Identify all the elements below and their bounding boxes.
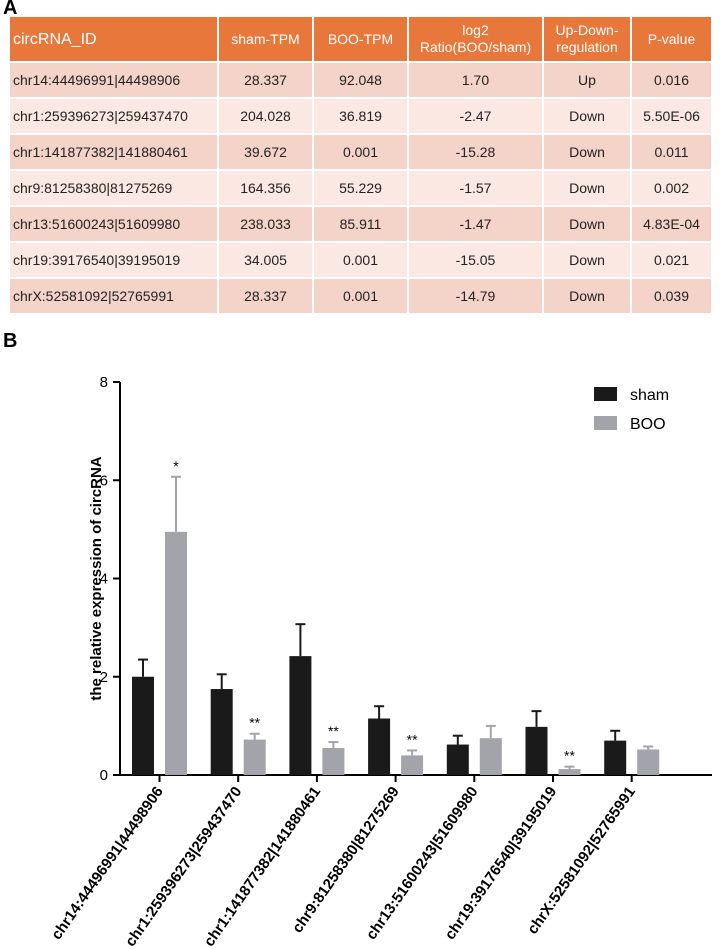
y-tick-label: 8 [100,374,108,391]
y-tick-label: 6 [100,472,108,489]
table-cell: chr1:141877382|141880461 [10,135,219,171]
table-cell: 85.911 [314,207,409,243]
panel-label-b: B [3,330,18,352]
table-row: chr19:39176540|39195019 34.005 0.001 -15.05… [10,243,713,279]
table-cell: Down [544,279,632,315]
table-cell: 34.005 [219,243,314,279]
table-cell: 0.002 [632,171,713,207]
table-row: chrX:52581092|52765991 28.337 0.001 -14.79 D… [10,279,713,315]
table-row: chr14:44496991|44498906 28.337 92.048 1.70 U… [10,63,713,99]
table-row: chr9:81258380|81275269 164.356 55.229 -1.57… [10,171,713,207]
panel-label-a: A [3,0,18,19]
table-cell: -1.47 [409,207,544,243]
bar-sham [446,744,469,775]
table-cell: 4.83E-04 [632,207,713,243]
legend-label: sham [630,387,669,404]
table-cell: 238.033 [219,207,314,243]
bar-sham [525,726,548,775]
table-cell: chr14:44496991|44498906 [10,63,219,99]
table-cell: Down [544,243,632,279]
table-cell: 0.001 [314,135,409,171]
table-cell: 0.016 [632,63,713,99]
table-row: chr13:51600243|51609980 238.033 85.911 -1.4… [10,207,713,243]
column-header-text: Up-Down- [555,22,619,38]
table-cell: 204.028 [219,99,314,135]
table-cell: -15.28 [409,135,544,171]
table-cell: -1.57 [409,171,544,207]
table-cell: 1.70 [409,63,544,99]
table-cell: Down [544,207,632,243]
column-header: circRNA_ID [10,17,219,63]
column-header: P-value [632,17,713,63]
y-tick-label: 0 [100,767,108,784]
bar-sham [210,689,233,775]
table-header-row: circRNA_ID sham-TPM BOO-TPM log2 Ratio(BOO/s… [10,17,713,63]
table-row: chr1:141877382|141880461 39.672 0.001 -15.2… [10,135,713,171]
table-row: chr1:259396273|259437470 204.028 36.819 -2.… [10,99,713,135]
table-cell: chr9:81258380|81275269 [10,171,219,207]
significance-marker: ** [249,715,260,731]
significance-marker: ** [407,731,418,747]
table-cell: 0.011 [632,135,713,171]
table-cell: Up [544,63,632,99]
column-header-text: circRNA_ID [13,30,97,48]
table-cell: chr19:39176540|39195019 [10,243,219,279]
column-header: log2 Ratio(BOO/sham) [409,17,544,63]
y-axis-label: the relative expression of circRNA [88,456,105,700]
table-cell: 28.337 [219,279,314,315]
y-tick-label: 2 [100,669,108,686]
legend-swatch-sham [594,387,617,401]
bar-boo [637,749,660,775]
bar-sham [289,656,312,775]
column-header: sham-TPM [219,17,314,63]
table-cell: -14.79 [409,279,544,315]
table-cell: 0.001 [314,279,409,315]
bar-sham [132,676,154,775]
table-cell: 0.001 [314,243,409,279]
bar-boo [401,755,424,775]
table-cell: chrX:52581092|52765991 [10,279,219,315]
table-cell: 36.819 [314,99,409,135]
column-header: Up-Down-regulation [544,17,632,63]
significance-marker: ** [328,723,339,739]
table-cell: chr1:259396273|259437470 [10,99,219,135]
table-cell: chr13:51600243|51609980 [10,207,219,243]
bar-chart: 0 2 4 6 8 the relative expression of circRNA *… [48,374,712,949]
column-header-text: log2 [462,22,489,38]
column-header-text: BOO-TPM [327,30,394,47]
table-cell: Down [544,99,632,135]
legend-swatch-boo [594,416,617,430]
table-cell: 0.021 [632,243,713,279]
bar-boo [479,738,502,775]
column-header-text: Ratio(BOO/sham) [419,39,532,55]
bar-sham [604,740,627,775]
table-cell: 0.039 [632,279,713,315]
table-cell: Down [544,171,632,207]
significance-marker: * [173,458,179,474]
bar-sham [368,718,391,775]
table-cell: 92.048 [314,63,409,99]
column-header-text: P-value [647,30,696,47]
column-header: BOO-TPM [314,17,409,63]
bar-boo [558,769,581,775]
y-tick-label: 4 [100,571,108,588]
column-header-text: sham-TPM [231,30,300,47]
table-cell: 28.337 [219,63,314,99]
column-header-text: regulation [556,39,618,55]
table-cell: 5.50E-06 [632,99,713,135]
circrna-table: circRNA_ID sham-TPM BOO-TPM log2 Ratio(BOO/s… [10,17,713,315]
table-cell: -2.47 [409,99,544,135]
table-cell: -15.05 [409,243,544,279]
table-cell: 55.229 [314,171,409,207]
significance-marker: ** [564,748,575,764]
legend-label: BOO [630,416,666,433]
table-cell: 164.356 [219,171,314,207]
bar-boo [165,531,187,775]
table-cell: Down [544,135,632,171]
bar-boo [322,747,345,775]
table-cell: 39.672 [219,135,314,171]
bar-boo [243,739,266,775]
